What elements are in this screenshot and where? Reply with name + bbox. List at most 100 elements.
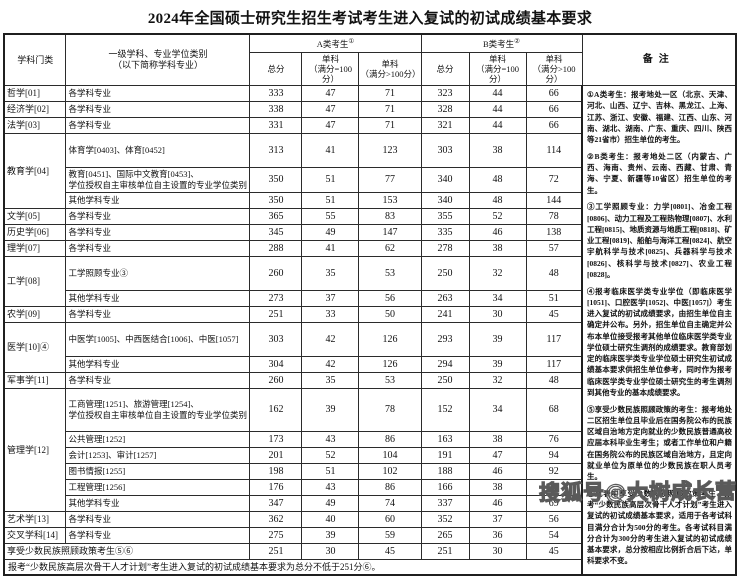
score-cell: 30 [468, 305, 527, 323]
score-cell: 94 [525, 446, 583, 464]
score-cell: 328 [420, 101, 470, 119]
score-cell: 345 [249, 223, 303, 241]
score-cell: 260 [249, 255, 303, 291]
score-cell: 46 [468, 223, 527, 241]
score-cell: 46 [468, 494, 527, 512]
header-row-sub: 总分 单科 （满分=100分） 单科 （满分>100分） 总分 单科 （满分=1… [4, 51, 736, 87]
score-cell: 86 [358, 430, 422, 448]
score-cell: 263 [420, 289, 470, 307]
major-cell: 各学科专业 [65, 207, 251, 225]
score-table: 学科门类 一级学科、专业学位类别 （以下简称学科专业） A类考生① B类考生② … [2, 33, 738, 576]
score-cell: 49 [301, 494, 360, 512]
category-cell: 交叉学科[14] [3, 526, 67, 544]
remark-note: ⑤享受少数民族照顾政策的考生：报考地处二区招生单位且毕业后在国务院公布的民族区域… [587, 404, 733, 482]
score-cell: 250 [420, 255, 470, 291]
score-cell: 241 [420, 305, 470, 323]
header-row-groups: 学科门类 一级学科、专业学位类别 （以下简称学科专业） A类考生① B类考生② … [3, 33, 737, 87]
score-cell: 340 [420, 191, 470, 209]
score-cell: 46 [468, 462, 527, 480]
score-cell: 54 [525, 526, 583, 544]
score-cell: 34 [468, 289, 527, 307]
table-row: 哲学[01] 各学科专业 333 47 71 323 44 66 ①A类考生：报考地处一区（北京… [3, 85, 737, 576]
score-cell: 265 [420, 526, 470, 544]
watermark: 搜狐号@大树成长营 [538, 479, 738, 506]
score-cell: 275 [249, 526, 303, 544]
category-cell: 艺术学[13] [3, 510, 67, 528]
score-cell: 323 [420, 85, 470, 103]
table-row: 工学[08] 工学照顾专业③ 260 35 53 250 32 48 [3, 255, 736, 307]
table-footnote: 报考“少数民族高层次骨干人才计划”考生进入复试的初试成绩基本要求为总分不低于25… [3, 558, 583, 576]
major-cell: 各学科专业 [65, 85, 251, 103]
major-cell: 其他学科专业 [65, 289, 251, 307]
header-major: 一级学科、专业学位类别 （以下简称学科专业） [65, 33, 251, 87]
category-cell: 历史学[06] [3, 223, 67, 241]
score-cell: 66 [525, 101, 583, 119]
score-cell: 44 [468, 117, 527, 135]
header-b-total: 总分 [420, 51, 470, 87]
score-cell: 355 [420, 207, 470, 225]
table-row: 管理学[12] 工商管理[1251]、旅游管理[1254]、 学位授权自主审核单位… [3, 388, 736, 512]
major-cell: 中医学[1005]、中西医结合[1006]、中医[1057] [65, 321, 251, 358]
category-cell: 教育学[04] [3, 133, 67, 209]
score-cell: 43 [301, 430, 360, 448]
score-cell: 66 [525, 117, 583, 135]
score-cell: 45 [525, 542, 583, 560]
score-cell: 45 [525, 305, 583, 323]
remarks-cell: ①A类考生：报考地处一区（北京、天津、河北、山西、辽宁、吉林、黑龙江、上海、江苏… [581, 85, 737, 576]
score-cell: 44 [468, 85, 527, 103]
score-cell: 47 [301, 117, 360, 135]
score-cell: 47 [301, 101, 360, 119]
score-cell: 104 [358, 446, 422, 464]
score-cell: 250 [420, 372, 470, 390]
score-cell: 365 [249, 207, 303, 225]
score-cell: 166 [420, 478, 470, 496]
header-group-a-sup: ① [348, 37, 355, 45]
score-cell: 53 [358, 372, 422, 390]
score-cell: 304 [249, 356, 303, 374]
category-cell: 享受少数民族照顾政策考生⑤⑥ [3, 542, 251, 560]
score-cell: 33 [301, 305, 360, 323]
score-cell: 57 [525, 239, 583, 257]
score-cell: 294 [420, 356, 470, 374]
score-cell: 138 [525, 223, 583, 241]
score-cell: 173 [249, 430, 303, 448]
major-cell: 其他学科专业 [65, 356, 251, 374]
header-b-single-eq100: 单科 （满分=100分） [468, 51, 527, 87]
score-cell: 52 [301, 446, 360, 464]
category-cell: 理学[07] [3, 239, 67, 257]
header-group-b: B类考生② [420, 33, 583, 53]
header-remarks: 备注 [581, 33, 737, 87]
score-cell: 147 [358, 223, 422, 241]
score-cell: 338 [249, 101, 303, 119]
score-cell: 41 [301, 239, 360, 257]
score-cell: 335 [420, 223, 470, 241]
major-cell: 各学科专业 [65, 101, 251, 119]
score-cell: 152 [420, 388, 470, 432]
major-cell: 工程管理[1256] [65, 478, 251, 496]
score-cell: 60 [358, 510, 422, 528]
header-group-a-label: A类考生 [316, 38, 349, 49]
major-cell: 教育[0451]、国际中文教育[0453]、 学位授权自主审核单位自主设置的专业… [65, 167, 251, 193]
major-cell: 其他学科专业 [65, 494, 251, 512]
remark-note: ④报考临床医学类专业学位（即临床医学[1051]、口腔医学[1052]、中医[1… [587, 286, 733, 397]
header-category: 学科门类 [3, 33, 67, 87]
remark-note: ①A类考生：报考地处一区（北京、天津、河北、山西、辽宁、吉林、黑龙江、上海、江苏… [587, 90, 733, 145]
score-cell: 56 [525, 510, 583, 528]
score-cell: 42 [301, 321, 360, 358]
score-cell: 260 [249, 372, 303, 390]
major-cell: 各学科专业 [65, 305, 251, 323]
table-header: 学科门类 一级学科、专业学位类别 （以下简称学科专业） A类考生① B类考生② … [3, 33, 737, 87]
major-cell: 各学科专业 [65, 223, 251, 241]
category-cell: 管理学[12] [3, 388, 67, 512]
major-cell: 各学科专业 [65, 239, 251, 257]
score-cell: 278 [420, 239, 470, 257]
score-cell: 66 [525, 85, 583, 103]
score-cell: 39 [468, 356, 527, 374]
header-a-single-gt100: 单科 （满分>100分） [358, 51, 422, 87]
major-cell: 体育学[0403]、体育[0452] [65, 133, 251, 169]
score-cell: 34 [468, 388, 527, 432]
score-cell: 39 [301, 388, 360, 432]
score-cell: 251 [249, 542, 303, 560]
score-cell: 78 [358, 388, 422, 432]
category-cell: 工学[08] [3, 255, 67, 307]
